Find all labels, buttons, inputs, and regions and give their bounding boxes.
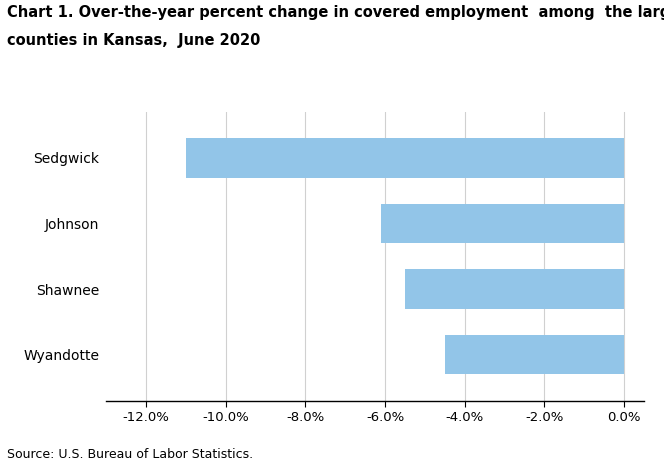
Bar: [381, 204, 624, 243]
Bar: [405, 269, 624, 309]
Text: Chart 1. Over-the-year percent change in covered employment  among  the largest: Chart 1. Over-the-year percent change in…: [7, 5, 664, 20]
Bar: [445, 335, 624, 375]
Text: Source: U.S. Bureau of Labor Statistics.: Source: U.S. Bureau of Labor Statistics.: [7, 448, 253, 461]
Bar: [186, 138, 624, 178]
Text: counties in Kansas,  June 2020: counties in Kansas, June 2020: [7, 33, 260, 48]
